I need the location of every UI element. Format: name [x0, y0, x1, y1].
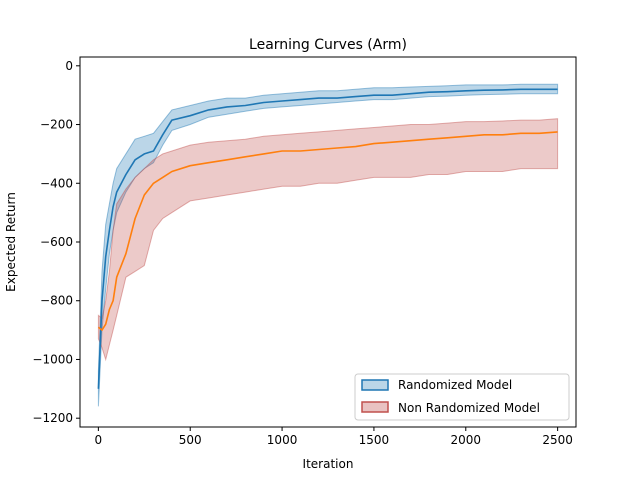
legend: Randomized Model Non Randomized Model [354, 373, 570, 421]
x-tick-label: 0 [95, 433, 103, 447]
y-axis: 0 −200 −400 −600 −800 −1000 −1200 [32, 59, 80, 425]
x-axis: 0 500 1000 1500 2000 2500 [95, 427, 573, 447]
legend-swatch-randomized [361, 379, 389, 391]
chart-title: Learning Curves (Arm) [249, 37, 407, 53]
x-tick-label: 2000 [451, 433, 482, 447]
plot-frame [79, 56, 577, 428]
x-tick-label: 500 [179, 433, 202, 447]
y-tick-label: −1200 [32, 411, 73, 425]
y-axis-label: Expected Return [4, 192, 18, 292]
x-tick-label: 1500 [359, 433, 390, 447]
x-tick-label: 2500 [542, 433, 573, 447]
y-tick-label: −800 [40, 294, 73, 308]
legend-label-non-randomized: Non Randomized Model [398, 401, 540, 415]
y-tick-label: −400 [40, 176, 73, 190]
y-tick-label: 0 [65, 59, 73, 73]
legend-label-randomized: Randomized Model [398, 378, 512, 392]
line-randomized [97, 88, 558, 389]
line-non-randomized [97, 131, 558, 331]
x-axis-label: Iteration [303, 457, 354, 471]
y-tick-label: −200 [40, 118, 73, 132]
y-tick-label: −1000 [32, 352, 73, 366]
legend-box [354, 373, 570, 421]
legend-swatch-non-randomized [361, 401, 389, 413]
band-randomized [97, 83, 559, 407]
band-non-randomized [97, 118, 559, 362]
x-tick-label: 1000 [267, 433, 298, 447]
y-tick-label: −600 [40, 235, 73, 249]
plot-area [97, 83, 559, 407]
